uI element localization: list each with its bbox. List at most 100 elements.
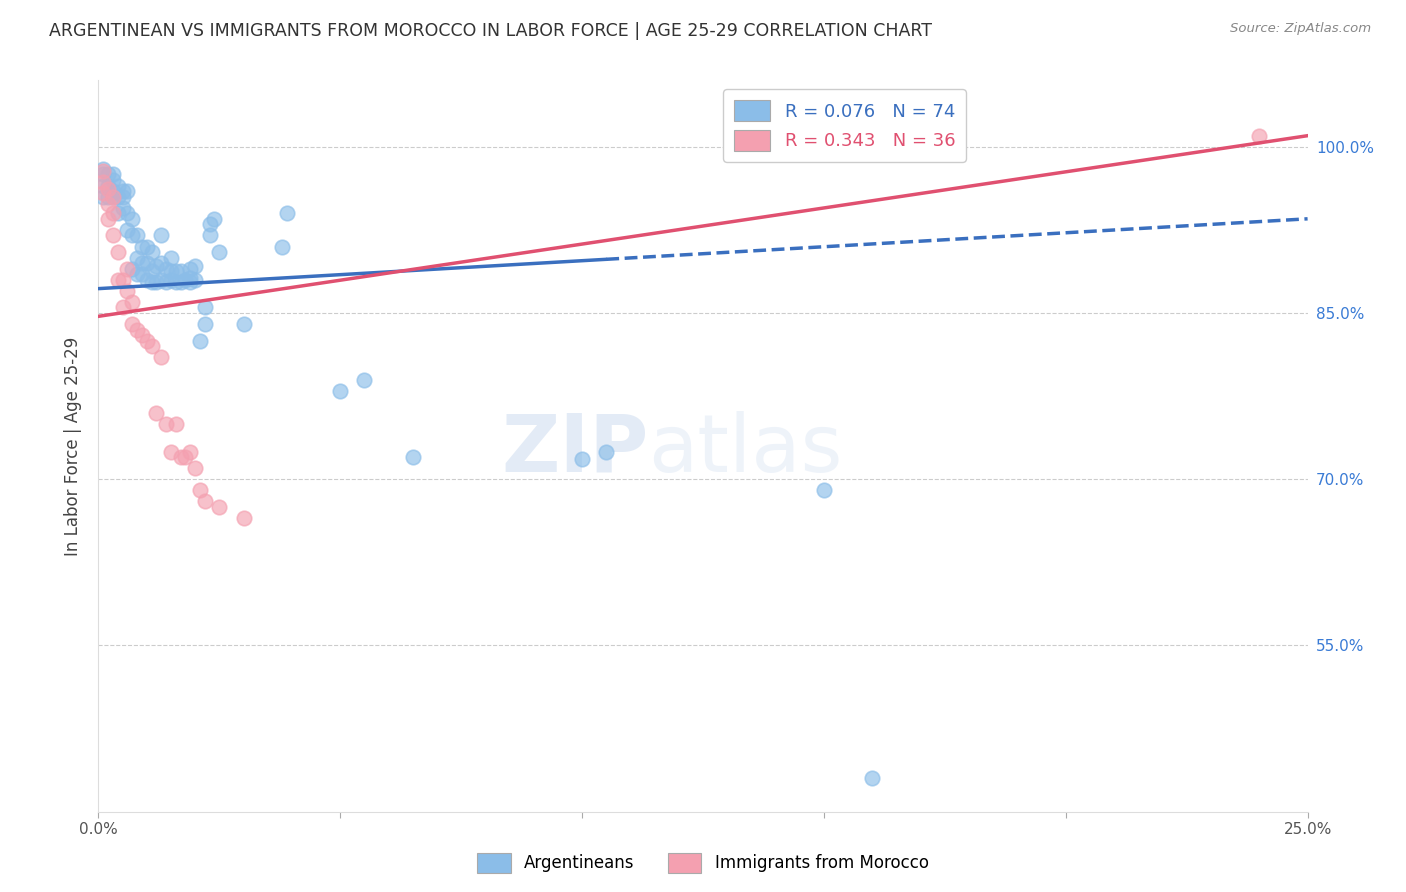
Point [198, 218, 221, 232]
Point [131, 267, 153, 281]
Point [117, 206, 139, 220]
Point [121, 317, 143, 331]
Point [184, 273, 207, 287]
Point [131, 239, 153, 253]
Point [101, 168, 124, 182]
Point [184, 461, 207, 475]
Point [194, 494, 217, 508]
Point [97, 189, 120, 203]
Point [117, 261, 139, 276]
Point [174, 450, 197, 464]
Point [179, 444, 201, 458]
Legend: R = 0.076   N = 74, R = 0.343   N = 36: R = 0.076 N = 74, R = 0.343 N = 36 [723, 89, 966, 161]
Point [135, 273, 157, 287]
Point [135, 334, 157, 348]
Point [101, 206, 124, 220]
Point [135, 239, 157, 253]
Point [184, 260, 207, 274]
Point [91, 168, 114, 182]
Point [91, 161, 114, 176]
Text: ZIP: ZIP [502, 410, 648, 489]
Point [127, 251, 149, 265]
Point [97, 197, 120, 211]
Point [117, 223, 139, 237]
Point [150, 273, 173, 287]
Point [165, 264, 187, 278]
Point [121, 294, 143, 309]
Point [188, 334, 211, 348]
Point [141, 245, 163, 260]
Point [232, 511, 254, 525]
Point [101, 184, 124, 198]
Point [145, 260, 167, 274]
Point [145, 406, 167, 420]
Point [145, 275, 167, 289]
Point [150, 256, 173, 270]
Point [169, 450, 191, 464]
Point [204, 211, 226, 226]
Point [131, 256, 153, 270]
Point [101, 173, 124, 187]
Text: Source: ZipAtlas.com: Source: ZipAtlas.com [1230, 22, 1371, 36]
Point [91, 164, 114, 178]
Point [165, 275, 187, 289]
Point [165, 417, 187, 431]
Point [97, 182, 120, 196]
Point [353, 372, 375, 386]
Point [91, 186, 114, 201]
Y-axis label: In Labor Force | Age 25-29: In Labor Force | Age 25-29 [65, 336, 83, 556]
Point [107, 273, 129, 287]
Point [101, 189, 124, 203]
Point [160, 273, 183, 287]
Point [91, 175, 114, 189]
Point [117, 184, 139, 198]
Point [595, 444, 617, 458]
Point [1249, 128, 1271, 143]
Text: atlas: atlas [648, 410, 844, 489]
Point [111, 301, 134, 315]
Point [111, 201, 134, 215]
Point [155, 275, 177, 289]
Point [155, 417, 177, 431]
Point [117, 284, 139, 298]
Point [141, 264, 163, 278]
Point [127, 228, 149, 243]
Point [169, 264, 191, 278]
Point [101, 189, 124, 203]
Point [402, 450, 425, 464]
Point [111, 184, 134, 198]
Point [179, 270, 201, 285]
Point [329, 384, 352, 398]
Point [141, 339, 163, 353]
Point [127, 323, 149, 337]
Point [208, 245, 231, 260]
Point [121, 211, 143, 226]
Point [571, 452, 593, 467]
Point [121, 228, 143, 243]
Point [107, 206, 129, 220]
Point [179, 275, 201, 289]
Point [194, 317, 217, 331]
Point [135, 256, 157, 270]
Point [101, 228, 124, 243]
Point [150, 351, 173, 365]
Point [111, 273, 134, 287]
Point [131, 328, 153, 343]
Point [232, 317, 254, 331]
Point [97, 168, 120, 182]
Point [91, 178, 114, 193]
Point [174, 273, 197, 287]
Point [271, 239, 294, 253]
Point [860, 772, 883, 786]
Text: ARGENTINEAN VS IMMIGRANTS FROM MOROCCO IN LABOR FORCE | AGE 25-29 CORRELATION CH: ARGENTINEAN VS IMMIGRANTS FROM MOROCCO I… [49, 22, 932, 40]
Point [160, 444, 183, 458]
Point [179, 261, 201, 276]
Point [127, 267, 149, 281]
Point [160, 251, 183, 265]
Point [169, 275, 191, 289]
Point [91, 189, 114, 203]
Point [208, 500, 231, 514]
Point [276, 206, 298, 220]
Point [107, 245, 129, 260]
Point [194, 301, 217, 315]
